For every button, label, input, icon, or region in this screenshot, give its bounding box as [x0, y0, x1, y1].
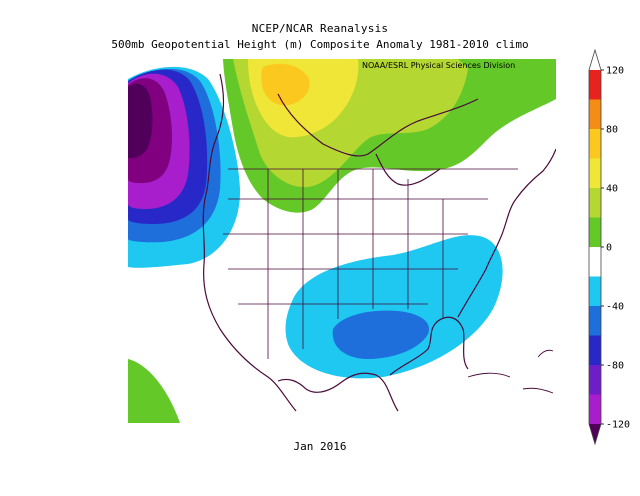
anomaly-map — [128, 59, 556, 423]
coastlines — [202, 73, 556, 412]
colorbar-swatch — [589, 365, 601, 395]
colorbar-tick-label: 0 — [606, 243, 612, 254]
colorbar-swatch — [589, 217, 601, 247]
colorbar-swatch — [589, 188, 601, 218]
colorbar-swatch — [589, 70, 601, 100]
colorbar-swatch — [589, 394, 601, 424]
colorbar-bottom-arrow — [589, 424, 601, 444]
colorbar-swatch — [589, 306, 601, 336]
map-subtitle: 500mb Geopotential Height (m) Composite … — [111, 38, 529, 51]
pacific-southwest-ridge — [128, 359, 180, 423]
colorbar-tick-label: 80 — [606, 125, 618, 136]
colorbar: 120 80 40 0 -40 -80 -120 — [588, 48, 630, 446]
canada-ridge-peak — [261, 63, 310, 106]
map-title: NCEP/NCAR Reanalysis — [251, 22, 389, 35]
colorbar-swatch — [589, 247, 601, 277]
credit-text: NOAA/ESRL Physical Sciences Division — [362, 61, 516, 70]
colorbar-swatch — [589, 158, 601, 188]
pacific-trough-deep — [128, 83, 153, 159]
colorbar-swatch — [589, 276, 601, 306]
colorbar-tick-label: -80 — [606, 361, 624, 372]
southeast-trough-mid — [332, 310, 429, 359]
colorbar-swatch — [589, 99, 601, 129]
state-borders — [223, 168, 518, 359]
colorbar-tick-label: -40 — [606, 302, 624, 313]
colorbar-swatch — [589, 129, 601, 159]
colorbar-tick-label: 40 — [606, 184, 618, 195]
colorbar-tick-label: -120 — [606, 420, 630, 431]
caribbean-coast — [467, 349, 554, 394]
period-label: Jan 2016 — [293, 440, 347, 453]
colorbar-tick-label: 120 — [606, 66, 624, 77]
colorbar-swatch — [589, 335, 601, 365]
